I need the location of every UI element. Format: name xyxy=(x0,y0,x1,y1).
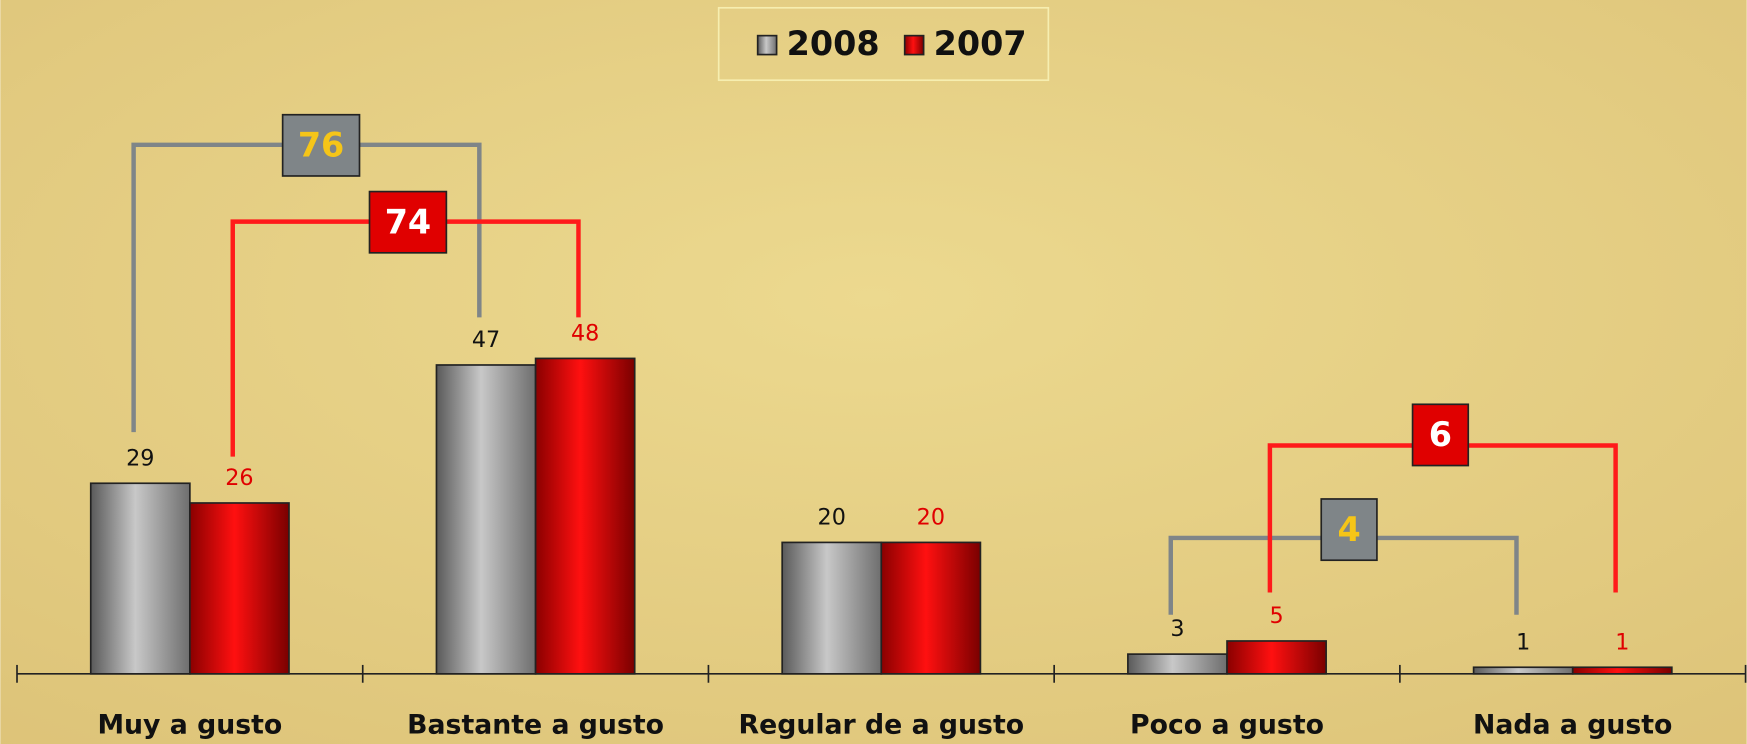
legend-label: 2008 xyxy=(787,24,880,63)
annotation-box xyxy=(368,190,448,254)
legend-label: 2007 xyxy=(934,24,1027,63)
annotation-box xyxy=(1320,498,1378,562)
data-label: 5 xyxy=(1269,603,1283,629)
bar xyxy=(89,482,191,675)
annotation-label: 76 xyxy=(298,126,345,165)
x-tick-label: Regular de a gusto xyxy=(739,710,1025,741)
bar xyxy=(880,541,982,675)
bar xyxy=(534,357,636,675)
data-label: 1 xyxy=(1615,629,1629,655)
data-label: 26 xyxy=(225,465,253,491)
legend-swatch xyxy=(756,34,778,56)
data-label: 20 xyxy=(917,504,945,530)
annotation-label: 4 xyxy=(1337,510,1360,549)
bar xyxy=(435,364,537,675)
annotation-box xyxy=(281,113,361,177)
annotation-box xyxy=(1411,403,1470,467)
bar xyxy=(189,502,290,675)
data-label: 48 xyxy=(571,320,599,346)
x-tick-label: Bastante a gusto xyxy=(407,710,664,741)
data-label: 20 xyxy=(818,504,846,530)
legend-box xyxy=(717,6,1050,82)
annotation-label: 74 xyxy=(385,202,432,241)
x-tick-label: Muy a gusto xyxy=(97,710,282,741)
bar xyxy=(1127,653,1228,675)
data-label: 3 xyxy=(1170,616,1184,642)
legend: 2008 2007 xyxy=(717,6,1050,82)
data-label: 29 xyxy=(126,445,154,471)
legend-swatch xyxy=(903,34,925,56)
bar xyxy=(1226,640,1327,675)
x-tick-label: Poco a gusto xyxy=(1130,710,1324,741)
x-tick-label: Nada a gusto xyxy=(1473,710,1672,741)
data-label: 1 xyxy=(1516,629,1530,655)
annotation-label: 6 xyxy=(1429,415,1452,454)
bar xyxy=(1472,666,1574,675)
bar xyxy=(1571,666,1673,675)
data-label: 47 xyxy=(472,327,500,353)
bar xyxy=(781,541,883,675)
